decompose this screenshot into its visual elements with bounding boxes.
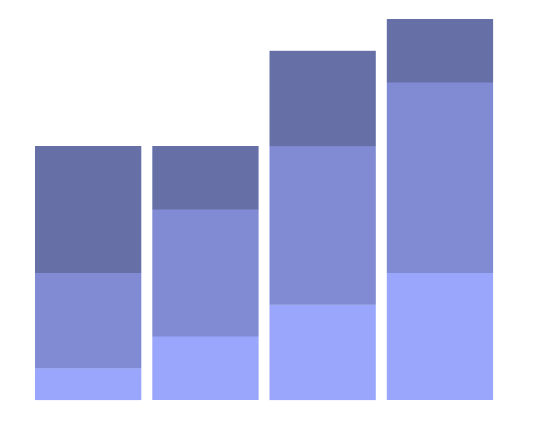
bar-segment-3-series-1 [269,304,376,401]
bar-segment-3-series-3 [269,50,376,147]
plot-area [35,19,494,401]
bar-segment-2-series-3 [152,146,259,210]
bar-segment-2-series-2 [152,209,259,337]
bar-segment-1-series-3 [35,146,142,273]
bar-segment-4-series-1 [386,273,494,400]
bar-segment-2-series-1 [152,336,259,400]
bar-segment-4-series-3 [386,19,494,83]
bar-segment-3-series-2 [269,146,376,305]
bar-segment-1-series-1 [35,368,142,401]
bar-segment-1-series-2 [35,273,142,369]
bar-segment-4-series-2 [386,82,494,273]
